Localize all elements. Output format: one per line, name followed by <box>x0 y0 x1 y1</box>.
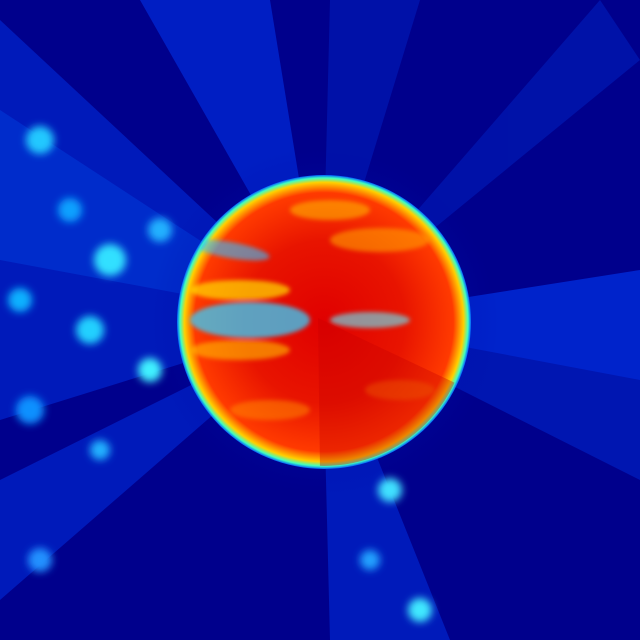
warm-band <box>365 380 435 400</box>
blob <box>28 548 52 572</box>
warm-band <box>190 340 290 360</box>
blob <box>148 218 172 242</box>
cool-band <box>190 302 310 338</box>
blob <box>58 198 82 222</box>
warm-band <box>330 228 430 252</box>
blob <box>16 396 44 424</box>
blob <box>360 550 380 570</box>
blob <box>408 598 432 622</box>
cool-band <box>190 239 270 261</box>
warm-band <box>230 400 310 420</box>
blob <box>8 288 32 312</box>
warm-band <box>190 280 290 300</box>
blob <box>26 126 54 154</box>
warm-band <box>290 200 370 220</box>
blob <box>94 244 126 276</box>
blob <box>76 316 104 344</box>
cool-band <box>330 312 410 328</box>
blob <box>90 440 110 460</box>
